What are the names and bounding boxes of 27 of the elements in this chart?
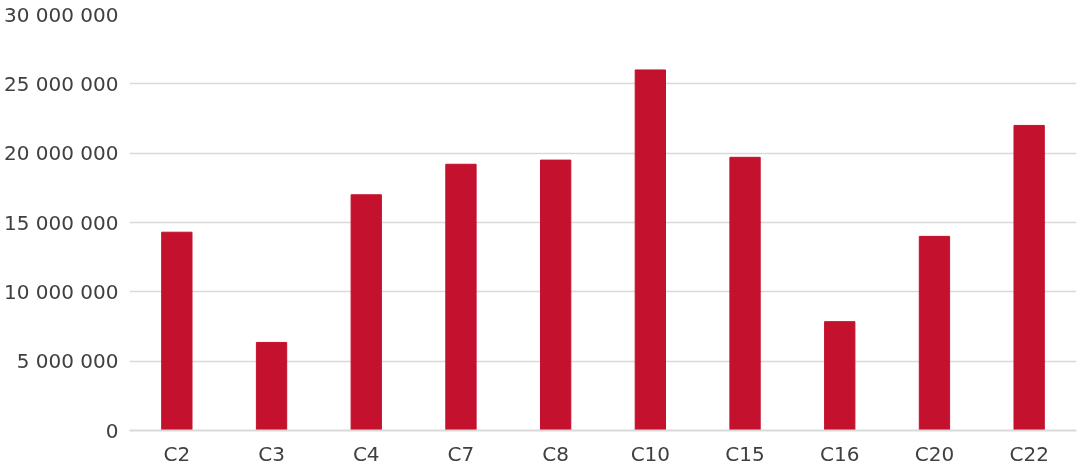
bar — [824, 321, 856, 431]
y-tick-label: 20 000 000 — [3, 141, 119, 166]
x-tick-label: C7 — [447, 441, 475, 466]
bar — [634, 69, 666, 431]
bar — [1013, 124, 1045, 431]
x-tick-label: C16 — [820, 441, 860, 466]
x-tick-label: C4 — [352, 441, 380, 466]
bar — [255, 341, 288, 431]
y-tick-label: 10 000 000 — [3, 279, 119, 304]
bar — [729, 156, 761, 431]
x-tick-label: C15 — [725, 441, 765, 466]
y-tick-label: 0 — [105, 418, 119, 443]
bar — [161, 231, 193, 431]
y-tick-label: 25 000 000 — [3, 71, 119, 96]
bar — [350, 194, 382, 431]
x-tick-label: C3 — [258, 441, 285, 466]
x-tick-label: C8 — [542, 441, 570, 466]
y-tick-label: 15 000 000 — [3, 210, 119, 235]
x-tick-label: C22 — [1009, 441, 1049, 466]
x-tick-label: C20 — [914, 441, 955, 466]
bar — [445, 163, 477, 431]
bar — [918, 235, 951, 431]
y-tick-label: 30 000 000 — [3, 2, 119, 27]
y-tick-label: 5 000 000 — [16, 349, 119, 374]
x-tick-label: C10 — [630, 441, 671, 466]
x-tick-label: C2 — [163, 441, 191, 466]
bar — [540, 159, 572, 431]
